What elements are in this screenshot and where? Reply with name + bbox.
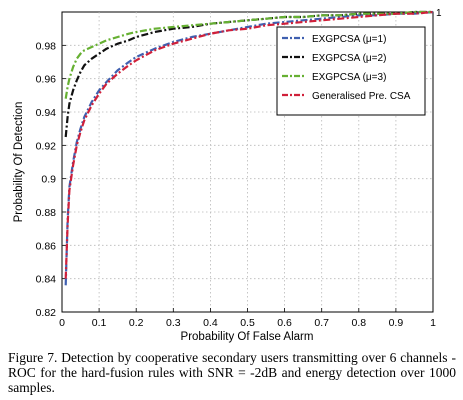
- series-line-3: [64, 10, 433, 99]
- legend: EXGPCSA (μ=1) EXGPCSA (μ=2) EXGPCSA (μ=3) G…: [276, 26, 426, 116]
- x-tick-label: 0.5: [240, 317, 255, 329]
- legend-label: EXGPCSA (μ=2): [312, 53, 386, 64]
- x-axis-label: Probability Of False Alarm: [181, 331, 314, 343]
- roc-chart: 0 0.1 0.2 0.3 0.4 0.5 0.6 0.7 0.8 0.9 1 0.820.840.…: [13, 8, 442, 343]
- series-lines: [64, 10, 434, 286]
- legend-label: EXGPCSA (μ=3): [312, 72, 386, 83]
- y-tick-label: 0.92: [36, 140, 57, 152]
- x-axis-ticks: 0 0.1 0.2 0.3 0.4 0.5 0.6 0.7 0.8 0.9 1: [59, 308, 436, 329]
- x-tick-label: 0.4: [203, 317, 218, 329]
- x-tick-label: 1: [430, 317, 436, 329]
- x-tick-label: 0.3: [166, 317, 181, 329]
- x-tick-label: 0.1: [92, 317, 107, 329]
- legend-label: EXGPCSA (μ=1): [312, 34, 386, 45]
- y-tick-label: 0.88: [36, 207, 57, 219]
- series-line-1: [64, 10, 434, 286]
- legend-label: Generalised Pre. CSA: [312, 91, 411, 102]
- x-tick-label: 0: [59, 317, 65, 329]
- x-tick-label: 0.8: [351, 317, 366, 329]
- x-tick-label: 0.6: [277, 317, 292, 329]
- y-axis-ticks: 0.82 0.84 0.86 0.88 0.9 0.92 0.94 0.96 0.98: [36, 11, 66, 319]
- y-tick-label: 0.82: [36, 307, 57, 319]
- legend-box: [276, 26, 426, 116]
- series-line-4: [64, 10, 434, 279]
- corner-tick-label: 1: [436, 8, 442, 19]
- y-tick-label: 0.84: [36, 274, 57, 286]
- y-tick-label: 0.98: [36, 40, 57, 52]
- x-tick-label: 0.9: [389, 317, 404, 329]
- y-tick-label: 0.86: [36, 240, 57, 252]
- x-tick-label: 0.2: [129, 317, 144, 329]
- y-tick-label: 0.96: [36, 74, 57, 86]
- y-tick-label: 0.9: [41, 174, 56, 186]
- y-axis-label: Probability Of Detection: [13, 102, 25, 223]
- x-tick-label: 0.7: [314, 317, 329, 329]
- figure-caption: Figure 7. Detection by cooperative secon…: [8, 350, 456, 395]
- y-tick-label: 0.94: [36, 107, 57, 119]
